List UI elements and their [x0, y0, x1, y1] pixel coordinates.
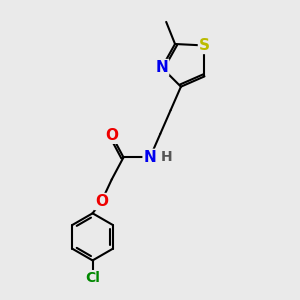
Text: O: O — [95, 194, 108, 209]
Text: H: H — [160, 150, 172, 164]
Text: Cl: Cl — [85, 271, 100, 285]
Text: O: O — [105, 128, 118, 143]
Text: S: S — [199, 38, 210, 53]
Text: N: N — [155, 60, 168, 75]
Text: N: N — [144, 150, 156, 165]
